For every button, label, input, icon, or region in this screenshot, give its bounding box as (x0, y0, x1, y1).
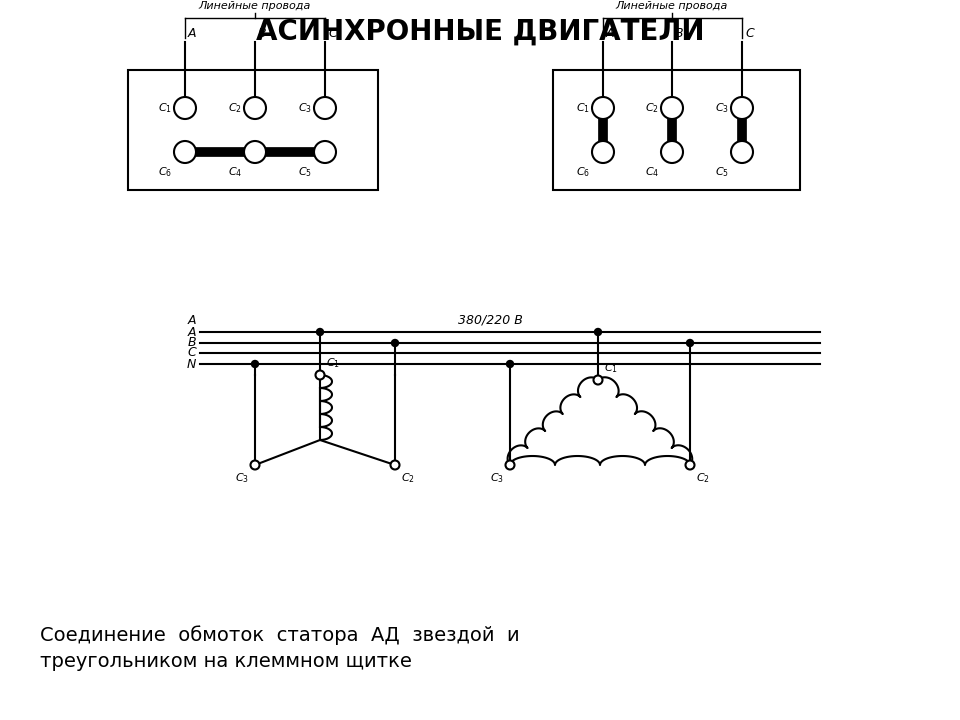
Text: A: A (187, 313, 196, 326)
Text: $C_6$: $C_6$ (576, 165, 590, 179)
Text: $C_5$: $C_5$ (715, 165, 729, 179)
Circle shape (592, 97, 614, 119)
Text: $C_1$: $C_1$ (158, 101, 172, 115)
Text: N: N (186, 358, 196, 371)
Text: $C_2$: $C_2$ (401, 471, 415, 485)
Text: $C_2$: $C_2$ (645, 101, 659, 115)
Circle shape (592, 141, 614, 163)
Text: B: B (258, 27, 267, 40)
Circle shape (174, 97, 196, 119)
Bar (128, 70, 378, 190)
Text: C: C (187, 346, 196, 359)
Text: $C_4$: $C_4$ (645, 165, 659, 179)
Circle shape (252, 361, 258, 367)
Text: A: A (188, 27, 197, 40)
Circle shape (391, 461, 399, 469)
Text: $C_3$: $C_3$ (490, 471, 504, 485)
Text: 380/220 В: 380/220 В (458, 313, 522, 326)
Circle shape (316, 371, 324, 379)
Circle shape (661, 97, 683, 119)
Text: $C_6$: $C_6$ (157, 165, 172, 179)
Text: $C_1$: $C_1$ (326, 356, 340, 370)
Text: A: A (606, 27, 614, 40)
Circle shape (314, 97, 336, 119)
Text: B: B (675, 27, 684, 40)
Circle shape (686, 340, 693, 346)
Circle shape (244, 97, 266, 119)
Circle shape (244, 141, 266, 163)
Circle shape (392, 340, 398, 346)
Circle shape (731, 141, 753, 163)
Text: B: B (187, 336, 196, 349)
Text: Линейные провода: Линейные провода (199, 1, 311, 11)
Text: АСИНХРОННЫЕ ДВИГАТЕЛИ: АСИНХРОННЫЕ ДВИГАТЕЛИ (255, 18, 705, 46)
Text: $C_3$: $C_3$ (298, 101, 312, 115)
Text: $C_5$: $C_5$ (298, 165, 312, 179)
Text: A: A (187, 325, 196, 338)
Text: $C_4$: $C_4$ (228, 165, 242, 179)
Text: C: C (328, 27, 337, 40)
Circle shape (314, 141, 336, 163)
Circle shape (594, 328, 602, 336)
Text: Соединение  обмоток  статора  АД  звездой  и
треугольником на клеммном щитке: Соединение обмоток статора АД звездой и … (40, 625, 519, 671)
Text: $C_2$: $C_2$ (696, 471, 709, 485)
Circle shape (174, 141, 196, 163)
Circle shape (507, 361, 514, 367)
Text: $C_2$: $C_2$ (228, 101, 242, 115)
Circle shape (685, 461, 694, 469)
Text: C: C (745, 27, 754, 40)
Text: $C_3$: $C_3$ (235, 471, 249, 485)
Circle shape (593, 376, 603, 384)
Text: $C_3$: $C_3$ (715, 101, 729, 115)
Circle shape (731, 97, 753, 119)
Circle shape (251, 461, 259, 469)
Circle shape (661, 141, 683, 163)
Circle shape (506, 461, 515, 469)
Text: $C_1$: $C_1$ (576, 101, 590, 115)
Bar (553, 70, 800, 190)
Text: Линейные провода: Линейные провода (615, 1, 729, 11)
Text: $C_1$: $C_1$ (604, 361, 618, 375)
Circle shape (317, 328, 324, 336)
